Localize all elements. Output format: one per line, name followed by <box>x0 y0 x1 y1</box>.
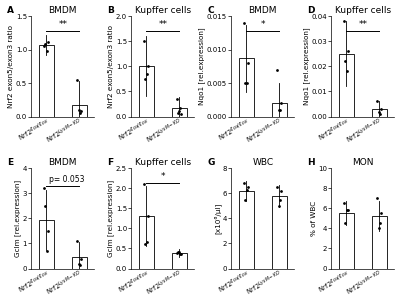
Bar <box>172 253 187 268</box>
Bar <box>72 257 87 268</box>
Y-axis label: Nrf2 exon5/exon3 ratio: Nrf2 exon5/exon3 ratio <box>8 25 14 108</box>
Text: **: ** <box>58 20 67 29</box>
Title: WBC: WBC <box>252 158 273 168</box>
Text: E: E <box>7 158 13 167</box>
Y-axis label: Nqo1 [rel.expression]: Nqo1 [rel.expression] <box>199 28 205 105</box>
Title: Kupffer cells: Kupffer cells <box>135 158 191 168</box>
Y-axis label: Nqo1 [rel.expression]: Nqo1 [rel.expression] <box>303 28 310 105</box>
Bar <box>139 216 154 268</box>
Bar <box>372 216 387 268</box>
Bar <box>272 196 287 268</box>
Text: B: B <box>107 6 114 15</box>
Text: C: C <box>207 6 214 15</box>
Bar <box>339 54 354 116</box>
Y-axis label: Gclm [rel.expression]: Gclm [rel.expression] <box>108 180 114 257</box>
Bar <box>239 191 254 268</box>
Title: MON: MON <box>352 158 374 168</box>
Bar <box>39 219 54 268</box>
Text: A: A <box>7 6 14 15</box>
Bar <box>39 45 54 116</box>
Text: F: F <box>107 158 113 167</box>
Title: BMDM: BMDM <box>48 6 77 16</box>
Text: **: ** <box>358 20 367 29</box>
Text: *: * <box>160 172 165 181</box>
Text: H: H <box>307 158 315 167</box>
Bar <box>339 213 354 268</box>
Bar <box>172 108 187 116</box>
Text: **: ** <box>158 20 167 29</box>
Title: BMDM: BMDM <box>248 6 277 16</box>
Bar <box>139 66 154 116</box>
Title: Kupffer cells: Kupffer cells <box>335 6 391 16</box>
Text: G: G <box>207 158 214 167</box>
Bar <box>239 58 254 116</box>
Text: *: * <box>260 20 265 29</box>
Y-axis label: [x10⁶/µl]: [x10⁶/µl] <box>213 203 221 234</box>
Bar <box>372 109 387 116</box>
Y-axis label: Gclm [rel.expression]: Gclm [rel.expression] <box>14 180 21 257</box>
Title: Kupffer cells: Kupffer cells <box>135 6 191 16</box>
Title: BMDM: BMDM <box>48 158 77 168</box>
Text: p= 0.053: p= 0.053 <box>50 175 85 184</box>
Y-axis label: Nrf2 exon5/exon3 ratio: Nrf2 exon5/exon3 ratio <box>108 25 114 108</box>
Bar <box>272 103 287 116</box>
Text: D: D <box>307 6 315 15</box>
Y-axis label: % of WBC: % of WBC <box>311 201 317 236</box>
Bar <box>72 105 87 116</box>
